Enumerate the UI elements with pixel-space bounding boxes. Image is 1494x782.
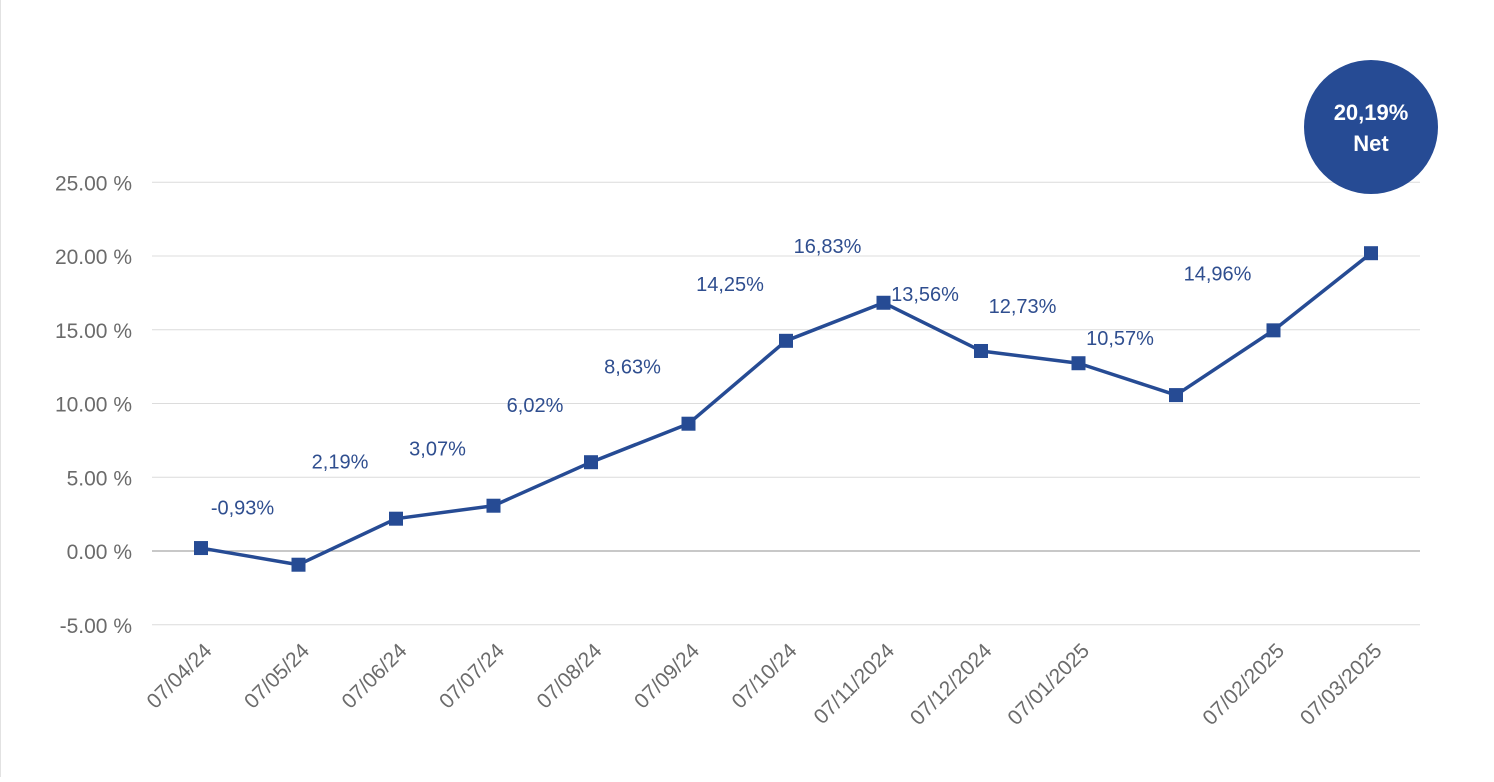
data-label: 10,57% xyxy=(1086,328,1154,350)
x-tick-label: 07/09/24 xyxy=(630,639,704,713)
x-tick-label: 07/03/2025 xyxy=(1296,639,1387,730)
data-label: 13,56% xyxy=(891,284,959,306)
data-labels: -0,93% 2,19% 3,07% 6,02% 8,63% 14,25% 16,83% 13… xyxy=(211,236,1252,520)
data-point-marker xyxy=(486,498,501,513)
data-point-marker xyxy=(876,295,891,310)
y-tick-label: 25.00 % xyxy=(55,172,132,195)
y-tick-label: 0.00 % xyxy=(67,541,132,564)
data-points xyxy=(194,246,1378,572)
x-tick-label: 07/05/24 xyxy=(240,639,314,713)
series-line xyxy=(200,251,1373,567)
data-label: 14,25% xyxy=(696,274,764,296)
data-point-marker xyxy=(194,541,208,556)
x-tick-label: 07/04/24 xyxy=(142,639,216,713)
data-point-marker xyxy=(1071,356,1086,371)
x-axis-ticks: 07/04/24 07/05/24 07/06/24 07/07/24 07/08/24… xyxy=(142,639,1386,730)
net-callout-value: 20,19% xyxy=(1334,100,1409,125)
data-point-marker xyxy=(1169,388,1183,403)
data-label: 8,63% xyxy=(604,357,661,379)
data-point-marker xyxy=(291,557,306,572)
y-tick-label: 15.00 % xyxy=(55,320,132,343)
x-tick-label: 07/01/2025 xyxy=(1003,639,1094,730)
gridlines xyxy=(152,181,1420,626)
data-point-marker xyxy=(681,416,696,431)
net-callout-caption: Net xyxy=(1353,131,1389,156)
data-label: 2,19% xyxy=(312,452,369,474)
data-point-marker xyxy=(389,511,403,526)
y-tick-label: 5.00 % xyxy=(67,467,132,490)
left-border xyxy=(0,0,1,777)
data-label: 14,96% xyxy=(1184,263,1252,285)
data-point-marker xyxy=(1266,323,1281,338)
x-tick-label: 07/07/24 xyxy=(435,639,509,713)
data-point-marker xyxy=(584,455,598,470)
data-label: 12,73% xyxy=(989,296,1057,318)
data-label: 16,83% xyxy=(794,236,862,258)
data-label: -0,93% xyxy=(211,498,275,520)
x-tick-label: 07/11/2024 xyxy=(810,639,900,729)
series-line-path xyxy=(200,251,1373,567)
data-label: 6,02% xyxy=(507,395,564,417)
data-point-marker xyxy=(1364,246,1378,261)
x-tick-label: 07/08/24 xyxy=(532,639,606,713)
net-callout-badge xyxy=(1304,60,1438,194)
data-label: 3,07% xyxy=(409,439,466,461)
y-axis-ticks: -5.00 % 0.00 % 5.00 % 10.00 % 15.00 % 20.00 %… xyxy=(55,172,132,638)
x-tick-label: 07/12/2024 xyxy=(906,639,997,730)
y-tick-label: -5.00 % xyxy=(60,615,132,638)
x-tick-label: 07/06/24 xyxy=(337,639,411,713)
y-tick-label: 20.00 % xyxy=(55,246,132,269)
x-tick-label: 07/02/2025 xyxy=(1198,639,1289,730)
y-tick-label: 10.00 % xyxy=(55,394,132,417)
net-callout: 20,19% Net xyxy=(1304,60,1438,194)
x-tick-label: 07/10/24 xyxy=(727,639,801,713)
data-point-marker xyxy=(974,343,988,358)
data-point-marker xyxy=(779,333,793,348)
